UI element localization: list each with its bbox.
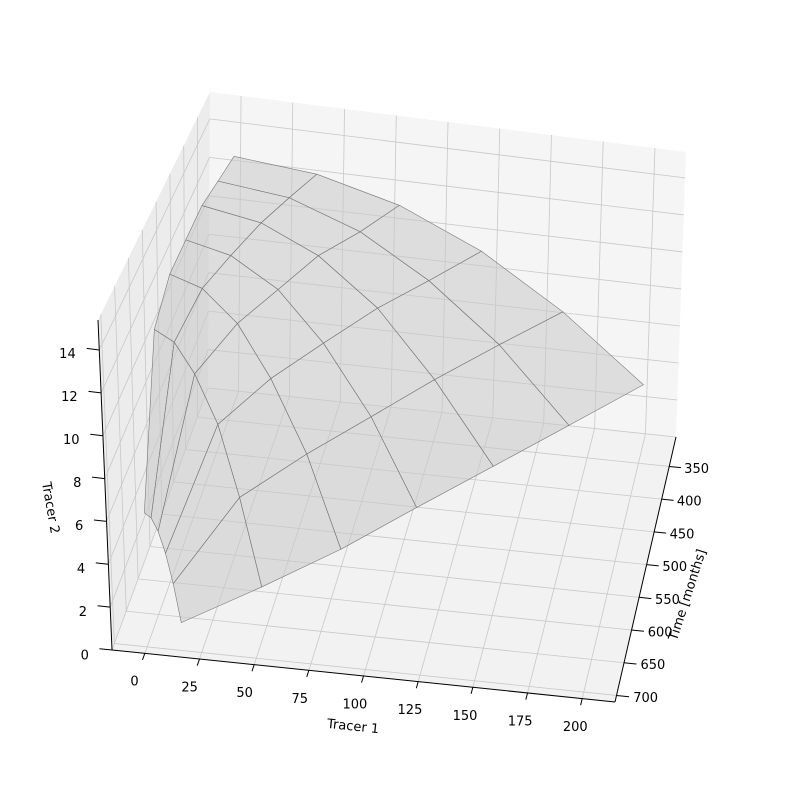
x-tick-label: 125 — [398, 703, 423, 718]
tick-mark — [669, 465, 682, 469]
y-tick-label: 500 — [662, 560, 687, 575]
tick-mark — [661, 498, 674, 501]
x-tick-label: 150 — [453, 709, 478, 724]
grid-line — [581, 433, 646, 699]
tick-mark — [306, 670, 310, 678]
tick-mark — [470, 687, 474, 695]
y-tick-label: 600 — [648, 625, 673, 640]
grid-line — [209, 118, 686, 179]
grid-line — [126, 610, 625, 664]
tick-mark — [525, 692, 529, 700]
tick-mark — [361, 675, 364, 683]
surface — [144, 156, 644, 624]
grid-line — [100, 157, 210, 394]
y-tick-label: 650 — [640, 658, 665, 673]
x-tick-label: 0 — [130, 675, 138, 690]
z-tick-label: 8 — [73, 476, 81, 491]
x-tick-label: 50 — [236, 686, 253, 701]
tick-mark — [88, 390, 102, 394]
tick-mark — [639, 596, 652, 600]
z-tick-label: 14 — [59, 347, 76, 362]
axes — [86, 319, 682, 706]
tick-mark — [616, 694, 630, 698]
tick-mark — [90, 433, 103, 437]
grid-line — [114, 643, 617, 696]
tick-mark — [631, 629, 644, 632]
axis-line — [614, 436, 677, 703]
y-tick-label: 700 — [633, 691, 658, 706]
y-tick-label: 400 — [677, 495, 702, 510]
axis-line — [111, 649, 616, 703]
grid-line — [209, 156, 684, 216]
x-tick-label: 100 — [342, 697, 367, 712]
tick-mark — [93, 519, 107, 522]
tick-mark — [95, 562, 109, 565]
x-tick-label: 25 — [181, 680, 198, 695]
z-tick-label: 10 — [63, 433, 80, 448]
tick-mark — [415, 681, 419, 689]
axis-line — [97, 319, 113, 651]
x-tick-label: 75 — [291, 692, 308, 707]
z-axis-label: Tracer 2 — [38, 480, 62, 535]
grid-line — [100, 314, 115, 644]
surface-patch — [172, 496, 263, 624]
tick-mark — [92, 476, 105, 480]
tick-mark — [99, 648, 113, 651]
z-tick-label: 4 — [77, 562, 85, 577]
grid-line — [527, 428, 595, 694]
tick-mark — [196, 658, 200, 666]
grid-line — [472, 423, 545, 688]
grid-line — [98, 118, 211, 351]
grid-line — [114, 286, 127, 612]
y-tick-label: 550 — [655, 593, 680, 608]
z-tick-label: 12 — [61, 390, 78, 405]
tick-mark — [646, 564, 659, 567]
tick-mark — [580, 698, 583, 706]
tick-mark — [97, 605, 111, 608]
y-tick-label: 350 — [684, 462, 709, 477]
z-tick-label: 0 — [81, 648, 89, 663]
y-tick-label: 450 — [670, 527, 695, 542]
tick-mark — [654, 531, 667, 534]
grid-line — [128, 258, 139, 579]
x-tick-label: 175 — [508, 715, 533, 730]
tick-mark — [623, 662, 637, 665]
tick-mark — [141, 653, 146, 661]
x-axis-label: Tracer 1 — [325, 717, 380, 737]
x-tick-label: 200 — [563, 720, 588, 735]
z-tick-label: 2 — [79, 605, 87, 620]
grid-line — [645, 148, 656, 434]
tick-mark — [251, 664, 255, 672]
z-tick-label: 6 — [75, 519, 83, 534]
tick-mark — [86, 347, 100, 351]
